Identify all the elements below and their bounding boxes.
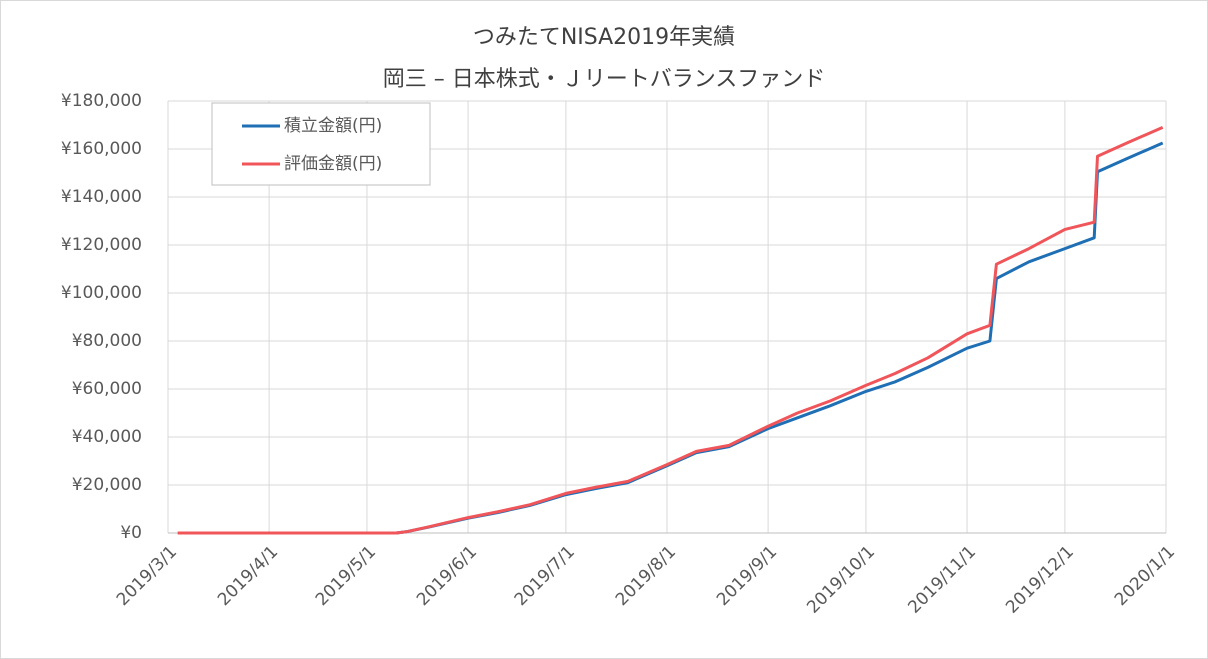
legend-label: 積立金額(円) bbox=[284, 116, 382, 136]
y-tick-label: ¥160,000 bbox=[61, 139, 142, 159]
y-tick-label: ¥20,000 bbox=[72, 475, 142, 495]
y-tick-label: ¥60,000 bbox=[72, 379, 142, 399]
y-tick-label: ¥80,000 bbox=[72, 331, 142, 351]
chart-subtitle: 岡三 – 日本株式・Ｊリートバランスファンド bbox=[383, 67, 826, 92]
y-tick-label: ¥140,000 bbox=[61, 187, 142, 207]
y-tick-label: ¥180,000 bbox=[61, 91, 142, 111]
y-tick-label: ¥100,000 bbox=[61, 283, 142, 303]
series-line bbox=[177, 126, 1164, 535]
y-tick-label: ¥40,000 bbox=[72, 427, 142, 447]
y-tick-label: ¥0 bbox=[120, 523, 142, 543]
y-tick-label: ¥120,000 bbox=[61, 235, 142, 255]
legend-label: 評価金額(円) bbox=[284, 154, 382, 174]
legend-box bbox=[211, 102, 431, 186]
chart-title: つみたてNISA2019年実績 bbox=[473, 25, 735, 50]
